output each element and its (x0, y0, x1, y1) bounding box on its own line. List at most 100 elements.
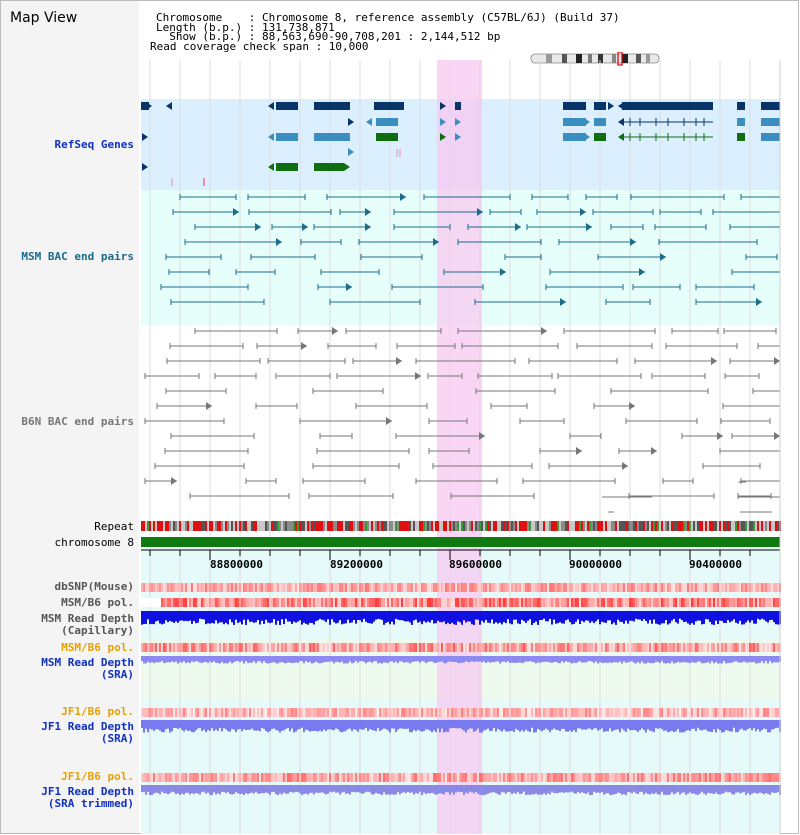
read-depth-bar (741, 656, 743, 663)
read-depth-bar (377, 720, 379, 729)
read-depth-bar (575, 611, 577, 622)
read-depth-bar (547, 611, 549, 622)
read-depth-bar (663, 611, 665, 624)
read-depth-bar (335, 720, 337, 729)
read-depth-bar (503, 720, 505, 730)
msm-depth-sra-label[interactable]: MSM Read Depth (SRA) (41, 656, 134, 681)
polymorphism-cell (303, 708, 305, 717)
read-depth-bar (349, 720, 351, 729)
read-depth-bar (447, 611, 449, 623)
read-depth-bar (243, 656, 245, 664)
polymorphism-cell (173, 708, 175, 717)
gene-exon (737, 118, 745, 126)
polymorphism-cell (399, 583, 401, 592)
polymorphism-cell (187, 708, 189, 717)
chromosome-ideogram[interactable] (528, 52, 662, 66)
polymorphism-cell (261, 708, 263, 717)
read-depth-bar (235, 611, 237, 620)
polymorphism-cell (295, 708, 297, 717)
read-depth-bar (475, 656, 477, 662)
polymorphism-cell (757, 708, 759, 717)
read-depth-bar (547, 656, 549, 662)
read-depth-bar (681, 656, 683, 663)
polymorphism-cell (527, 583, 529, 592)
msm-b6-pol-label[interactable]: MSM/B6 pol. (61, 596, 134, 609)
read-depth-bar (261, 720, 263, 728)
read-depth-bar (577, 720, 579, 729)
read-depth-bar (189, 785, 191, 795)
polymorphism-cell (385, 773, 387, 782)
polymorphism-cell (421, 643, 423, 652)
msm-b6-pol-sra-label[interactable]: MSM/B6 pol. (61, 641, 134, 654)
read-depth-bar (185, 720, 187, 730)
polymorphism-cell (557, 598, 559, 607)
read-depth-bar (511, 785, 513, 795)
read-depth-bar (587, 720, 589, 729)
read-depth-bar (745, 785, 747, 796)
read-depth-bar (373, 785, 375, 795)
read-depth-bar (771, 656, 773, 664)
read-depth-bar (549, 785, 551, 795)
read-depth-bar (723, 611, 725, 623)
repeat-segment (669, 521, 671, 531)
read-depth-bar (141, 720, 143, 729)
gap-cell (141, 598, 161, 607)
read-depth-bar (593, 720, 595, 729)
read-depth-bar (425, 611, 427, 623)
repeat-segment (391, 521, 393, 531)
polymorphism-cell (401, 643, 403, 652)
read-depth-bar (241, 785, 243, 794)
read-depth-bar (407, 611, 409, 622)
jf1-depth-sra-label[interactable]: JF1 Read Depth (SRA) (41, 720, 134, 745)
polymorphism-cell (385, 598, 387, 607)
polymorphism-cell (159, 643, 161, 652)
gene-exon (276, 102, 298, 110)
jf1-depth-trim-label[interactable]: JF1 Read Depth (SRA trimmed) (41, 785, 134, 810)
repeat-segment (727, 521, 729, 531)
jf1-b6-pol-label[interactable]: JF1/B6 pol. (61, 705, 134, 718)
polymorphism-cell (589, 708, 591, 717)
read-depth-bar (271, 656, 273, 663)
repeat-segment (319, 521, 321, 531)
polymorphism-cell (459, 598, 461, 607)
polymorphism-cell (419, 708, 421, 717)
polymorphism-cell (551, 598, 553, 607)
polymorphism-cell (175, 708, 177, 717)
read-depth-bar (217, 785, 219, 794)
repeat-segment (623, 521, 625, 531)
polymorphism-cell (513, 643, 515, 652)
dbsnp-label[interactable]: dbSNP(Mouse) (54, 580, 134, 593)
read-depth-bar (227, 785, 229, 793)
gene-exon (594, 102, 606, 110)
polymorphism-cell (427, 598, 429, 607)
read-depth-bar (761, 656, 763, 662)
read-depth-bar (513, 720, 515, 733)
read-depth-bar (665, 785, 667, 795)
polymorphism-cell (331, 708, 333, 717)
jf1-b6-pol-trim-label[interactable]: JF1/B6 pol. (61, 770, 134, 783)
read-depth-bar (233, 656, 235, 663)
polymorphism-cell (777, 583, 779, 592)
polymorphism-cell (655, 598, 657, 607)
gene-strand-arrow (618, 102, 624, 110)
polymorphism-cell (603, 583, 605, 592)
read-depth-bar (283, 785, 285, 793)
repeat-segment (491, 521, 493, 531)
read-depth-bar (387, 611, 389, 622)
msm-depth-capillary-label[interactable]: MSM Read Depth (Capillary) (41, 612, 134, 637)
polymorphism-cell (205, 708, 207, 717)
read-depth-bar (591, 785, 593, 795)
repeat-segment (431, 521, 433, 531)
refseq-genes-label[interactable]: RefSeq Genes (54, 138, 134, 151)
b6n-bac-label[interactable]: B6N BAC end pairs (21, 415, 134, 428)
read-depth-bar (187, 656, 189, 663)
gene-strand-arrow (584, 133, 590, 141)
msm-bac-label[interactable]: MSM BAC end pairs (21, 250, 134, 263)
read-depth-bar (735, 785, 737, 793)
read-depth-bar (415, 611, 417, 620)
repeat-segment (225, 521, 227, 531)
polymorphism-cell (301, 773, 303, 782)
polymorphism-cell (219, 708, 221, 717)
read-depth-bar (435, 611, 437, 624)
